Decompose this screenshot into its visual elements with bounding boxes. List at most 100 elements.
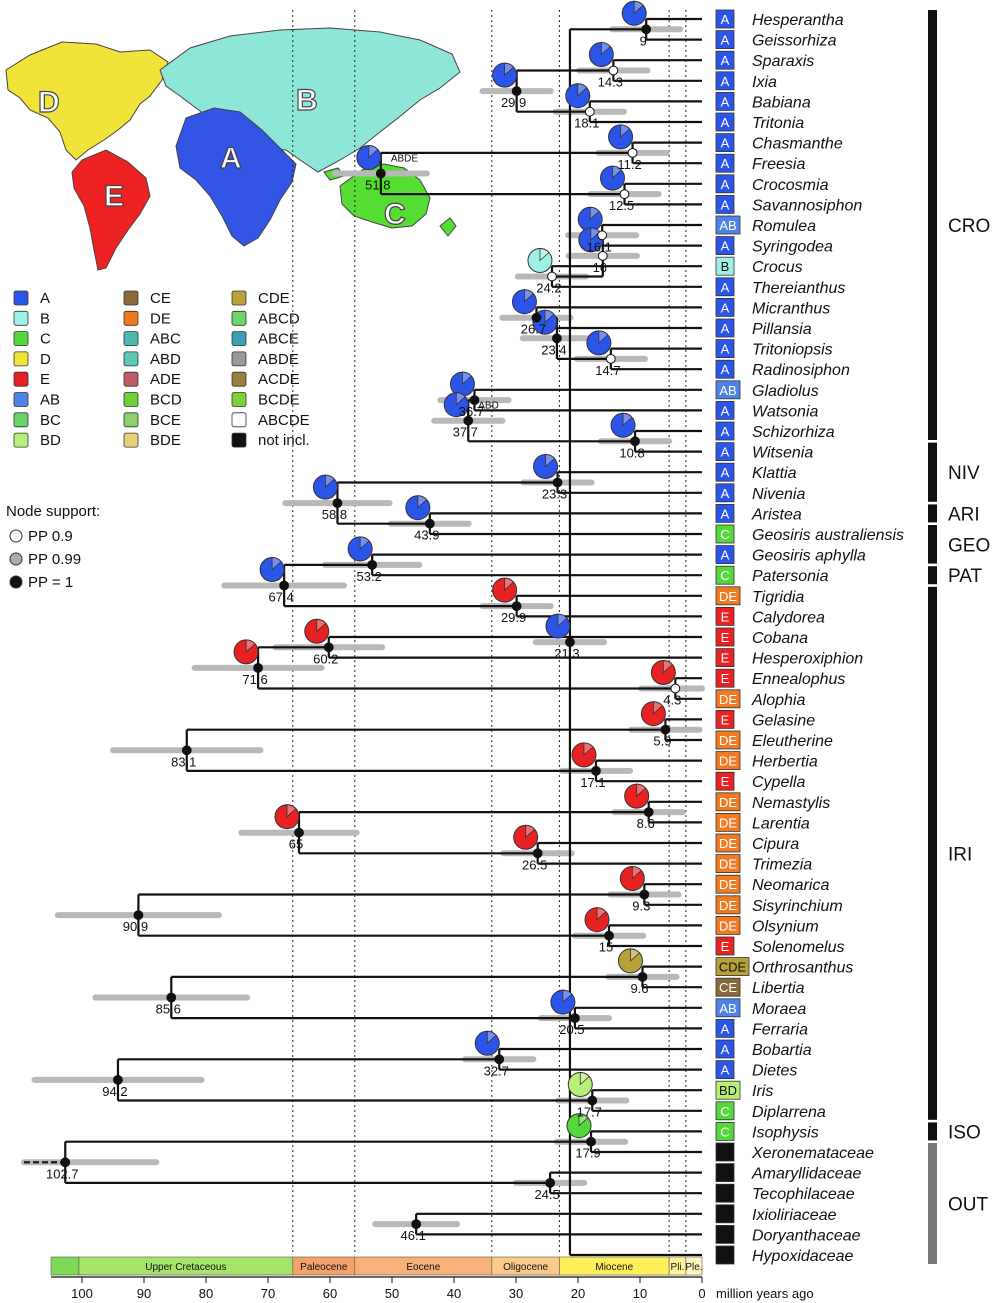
node-age-label: 102.7 — [46, 1166, 79, 1181]
tip-area-code: A — [721, 424, 730, 439]
tip-taxon-name: Babiana — [752, 94, 811, 111]
tip-area-code: E — [721, 939, 730, 954]
area-pie-slice — [633, 0, 644, 15]
area-pie-slice — [631, 866, 642, 880]
node-age-label: 17.7 — [577, 1105, 602, 1120]
node-support-dot — [323, 642, 334, 653]
node-age-label: 10.8 — [619, 445, 644, 460]
ancestral-area-pies — [233, 0, 676, 1139]
axis-tick-label: 0 — [698, 1286, 705, 1301]
tip-area-box — [715, 627, 735, 647]
tip-taxon-name: Tritoniopsis — [752, 342, 833, 359]
tip-area-box — [715, 421, 735, 441]
tip-area-box — [715, 874, 741, 894]
tip-taxon-name: Watsonia — [752, 403, 819, 420]
node-age-label: 8.6 — [637, 816, 655, 831]
node-age-label: 15 — [599, 940, 613, 955]
tip-taxon-name: Nemastylis — [752, 795, 830, 812]
node-age-label: 53.2 — [357, 569, 382, 584]
tip-taxon-name: Geosiris aphylla — [752, 548, 866, 565]
area-legend: ABCDEABBCBDCEDEABCABDADEBCDBCEBDECDEABCD… — [6, 290, 310, 591]
node-support-dot — [531, 312, 542, 323]
axis-tick-label: 10 — [633, 1286, 647, 1301]
legend-label: CE — [150, 290, 171, 307]
epoch-label: Upper Cretaceous — [145, 1262, 226, 1273]
tip-area-box — [715, 462, 735, 482]
node-age-label: 67.4 — [268, 590, 293, 605]
node-support-dot — [367, 560, 378, 570]
tip-area-box — [715, 1101, 735, 1121]
tip-area-box — [715, 710, 735, 729]
tip-area-code: CE — [719, 980, 737, 995]
node-age-label: 90.9 — [123, 919, 148, 934]
legend-label: CDE — [258, 290, 290, 307]
node-support-dot — [597, 251, 608, 261]
legend-swatch — [231, 392, 247, 407]
legend-label: E — [40, 371, 50, 388]
tip-taxon-name: Ferraria — [752, 1021, 808, 1038]
clade-label: PAT — [948, 566, 983, 587]
tip-area-box — [715, 1039, 735, 1059]
tip-area-code: A — [721, 12, 730, 27]
tip-taxon-name: Hesperantha — [752, 12, 844, 29]
tip-taxon-name: Isophysis — [752, 1124, 819, 1141]
tip-taxon-name: Gladiolus — [752, 383, 819, 400]
tip-area-code: DE — [719, 815, 737, 830]
map-region-e — [71, 149, 151, 271]
node-age-label: 51.8 — [365, 178, 390, 193]
area-pie-slice — [578, 1113, 589, 1127]
tip-area-box — [715, 689, 741, 709]
tip-area-code: AB — [719, 218, 736, 233]
tip-taxon-name: Amaryllidaceae — [751, 1166, 861, 1183]
node-age-label: 46.1 — [401, 1228, 426, 1243]
node-age-label: 12.5 — [609, 198, 634, 213]
tip-taxon-name: Gelasine — [752, 712, 815, 729]
tip-taxon-name: Herbertia — [752, 754, 818, 771]
clade-bars: CRO NIV ARI GEO PAT IRI ISO OUT — [928, 10, 990, 1264]
tip-taxon-name: Trimezia — [752, 857, 812, 874]
legend-label: BCD — [150, 392, 182, 409]
tip-area-box — [715, 297, 735, 317]
legend-label: BD — [40, 432, 61, 449]
node-support-dot — [494, 1054, 505, 1065]
tip-taxon-name: Ixioliriaceae — [752, 1207, 837, 1224]
area-pie-slice — [545, 454, 556, 468]
epoch-label: Paleocene — [300, 1262, 348, 1273]
legend-swatch — [231, 310, 247, 326]
tip-taxon-name: Orthrosanthus — [752, 960, 853, 977]
node-support-title: Node support: — [6, 503, 100, 520]
tip-taxon-name: Ixia — [752, 74, 777, 91]
tip-area-box — [715, 1245, 735, 1265]
area-pie-slice — [583, 742, 594, 756]
tip-area-code: E — [721, 712, 730, 727]
node-age-label: 32.7 — [484, 1063, 509, 1078]
clade-label: CRO — [948, 216, 990, 237]
axis-tick-label: 90 — [137, 1286, 151, 1301]
tip-taxon-name: Cobana — [752, 630, 808, 647]
area-pie-slice — [462, 371, 473, 385]
tip-area-box — [715, 1163, 735, 1182]
tip-area-code: E — [721, 671, 730, 686]
tip-area-code: AB — [719, 1001, 736, 1016]
tip-area-box — [715, 998, 741, 1018]
tip-area-box — [715, 957, 750, 976]
node-age-label: 16 — [593, 260, 607, 275]
tip-area-box — [715, 751, 741, 770]
area-pie-slice — [557, 613, 568, 628]
map-region-d — [5, 41, 169, 161]
tip-area-code: A — [721, 74, 730, 89]
epoch-label: Ple. — [685, 1262, 702, 1273]
clade-label: IRI — [948, 844, 972, 865]
tip-area-box — [715, 236, 735, 256]
node-support-dot — [511, 601, 522, 611]
tip-area-code: A — [721, 94, 730, 109]
node-support-dot — [545, 1178, 555, 1188]
tip-taxon-name: Cypella — [752, 774, 805, 791]
node-support-dot — [552, 477, 563, 488]
tip-area-box — [715, 771, 735, 791]
tip-taxon-name: Calydorea — [752, 609, 825, 626]
legend-swatch — [231, 432, 247, 448]
area-pie-slice — [417, 495, 428, 509]
support-dot — [9, 575, 23, 589]
